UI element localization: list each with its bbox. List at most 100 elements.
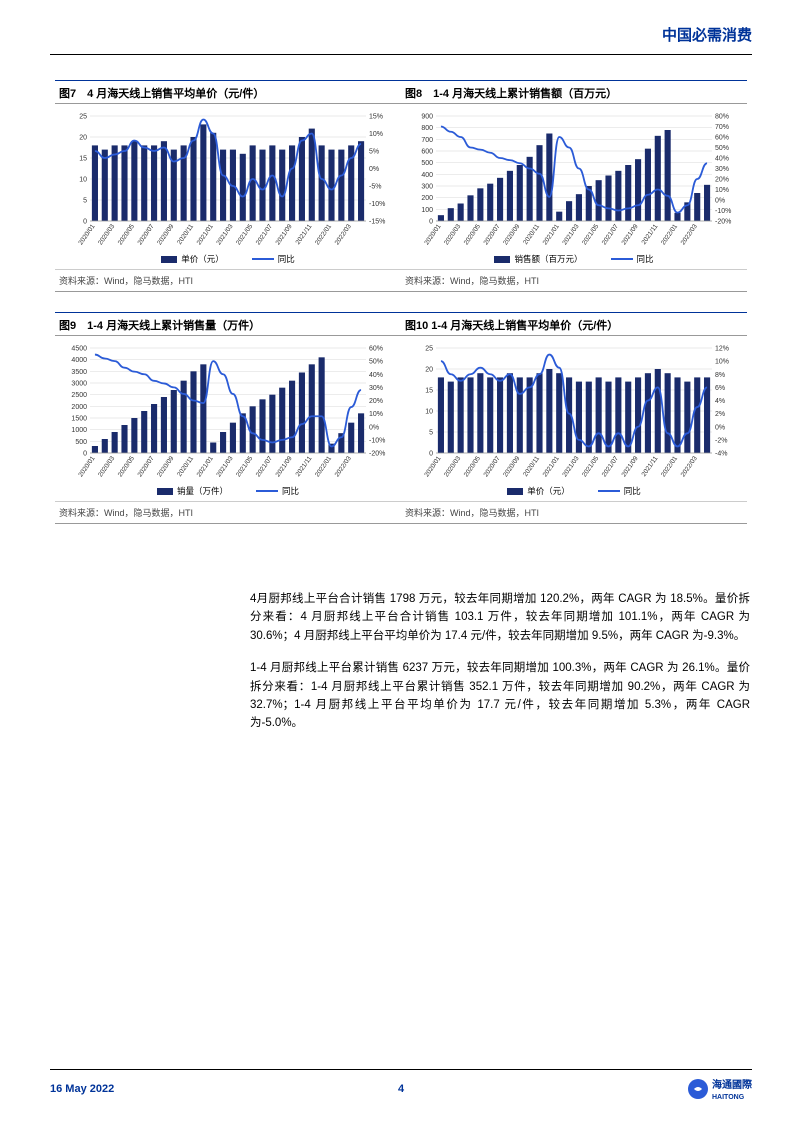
svg-text:25: 25 <box>425 346 433 353</box>
svg-text:20%: 20% <box>715 177 729 184</box>
svg-text:2020/03: 2020/03 <box>97 223 116 247</box>
header-rule <box>50 54 752 55</box>
svg-text:20: 20 <box>79 135 87 142</box>
svg-text:2020/03: 2020/03 <box>443 223 462 247</box>
line-swatch-icon <box>598 490 620 492</box>
legend-bar: 销量（万件） <box>157 485 228 497</box>
svg-text:2021/09: 2021/09 <box>274 455 293 479</box>
svg-text:2020/01: 2020/01 <box>77 223 96 247</box>
svg-text:2020/05: 2020/05 <box>117 223 136 247</box>
body-text: 4月厨邦线上平台合计销售 1798 万元，较去年同期增加 120.2%，两年 C… <box>250 590 750 747</box>
svg-text:2021/11: 2021/11 <box>294 223 313 246</box>
svg-text:600: 600 <box>421 149 433 156</box>
svg-text:2021/07: 2021/07 <box>601 455 620 479</box>
svg-text:2021/05: 2021/05 <box>581 223 600 247</box>
svg-text:-20%: -20% <box>369 451 385 458</box>
charts-grid: 图7 4 月海天线上销售平均单价（元/件） 0510152025-15%-10%… <box>55 80 747 524</box>
svg-text:5: 5 <box>83 198 87 205</box>
svg-text:-2%: -2% <box>715 437 727 444</box>
svg-text:500: 500 <box>75 439 87 446</box>
svg-text:50%: 50% <box>715 145 729 152</box>
footer-logo: 海通國際 HAITONG <box>688 1076 752 1102</box>
bar-swatch-icon <box>157 488 173 495</box>
legend-line: 同比 <box>598 485 641 497</box>
legend-bar-label: 单价（元） <box>527 485 570 497</box>
svg-text:4500: 4500 <box>71 346 87 353</box>
svg-text:10%: 10% <box>369 131 383 138</box>
svg-text:2022/01: 2022/01 <box>660 455 679 479</box>
svg-text:2020/03: 2020/03 <box>443 455 462 479</box>
svg-text:300: 300 <box>421 184 433 191</box>
svg-text:2020/05: 2020/05 <box>463 455 482 479</box>
svg-text:2000: 2000 <box>71 404 87 411</box>
svg-text:2020/07: 2020/07 <box>482 455 501 479</box>
svg-text:-10%: -10% <box>369 437 385 444</box>
svg-text:-10%: -10% <box>369 201 385 208</box>
svg-text:2%: 2% <box>715 411 725 418</box>
svg-text:100: 100 <box>421 207 433 214</box>
svg-text:2021/03: 2021/03 <box>561 223 580 247</box>
svg-text:15%: 15% <box>369 114 383 121</box>
svg-text:2022/03: 2022/03 <box>334 455 353 479</box>
chart-source: 资料来源：Wind，隐马数据，HTI <box>55 501 401 523</box>
svg-text:40%: 40% <box>715 156 729 163</box>
svg-text:2020/07: 2020/07 <box>136 455 155 479</box>
svg-text:2020/01: 2020/01 <box>423 223 442 247</box>
svg-text:2021/03: 2021/03 <box>215 455 234 479</box>
line-swatch-icon <box>611 258 633 260</box>
svg-text:900: 900 <box>421 114 433 121</box>
svg-text:6%: 6% <box>715 385 725 392</box>
svg-text:400: 400 <box>421 172 433 179</box>
page-header-title: 中国必需消费 <box>662 24 752 45</box>
svg-text:10%: 10% <box>369 411 383 418</box>
svg-text:5: 5 <box>429 430 433 437</box>
chart-svg: 0510152025-4%-2%0%2%4%6%8%10%12%2020/012… <box>405 340 743 485</box>
svg-text:2021/01: 2021/01 <box>542 455 561 479</box>
svg-text:1000: 1000 <box>71 427 87 434</box>
paragraph-1: 4月厨邦线上平台合计销售 1798 万元，较去年同期增加 120.2%，两年 C… <box>250 590 750 645</box>
svg-text:2021/05: 2021/05 <box>581 455 600 479</box>
svg-text:15: 15 <box>425 388 433 395</box>
chart-source: 资料来源：Wind，隐马数据，HTI <box>401 501 747 523</box>
footer-date: 16 May 2022 <box>50 1083 114 1095</box>
legend-line: 同比 <box>256 485 299 497</box>
svg-text:12%: 12% <box>715 346 729 353</box>
chart-svg: 050010001500200025003000350040004500-20%… <box>59 340 397 485</box>
svg-text:2021/07: 2021/07 <box>255 455 274 479</box>
svg-text:2020/11: 2020/11 <box>522 223 541 246</box>
page-footer: 16 May 2022 4 海通國際 HAITONG <box>50 1069 752 1102</box>
svg-text:10: 10 <box>425 409 433 416</box>
svg-text:200: 200 <box>421 195 433 202</box>
svg-text:40%: 40% <box>369 372 383 379</box>
svg-text:2020/11: 2020/11 <box>522 455 541 478</box>
svg-text:0%: 0% <box>715 424 725 431</box>
legend: 单价（元） 同比 <box>405 485 743 499</box>
chart-fig10: 图10 1-4 月海天线上销售平均单价（元/件） 0510152025-4%-2… <box>401 312 747 524</box>
svg-text:2021/11: 2021/11 <box>294 455 313 478</box>
chart-svg: 0100200300400500600700800900-20%-10%0%10… <box>405 108 743 253</box>
legend-line-label: 同比 <box>278 253 295 265</box>
svg-text:-4%: -4% <box>715 451 727 458</box>
legend: 销量（万件） 同比 <box>59 485 397 499</box>
footer-page: 4 <box>398 1083 404 1095</box>
svg-text:-20%: -20% <box>715 219 731 226</box>
chart-title: 图7 4 月海天线上销售平均单价（元/件） <box>55 81 401 104</box>
svg-text:15: 15 <box>79 156 87 163</box>
svg-text:2021/07: 2021/07 <box>601 223 620 247</box>
logo-cn: 海通國際 <box>712 1080 752 1091</box>
svg-text:4000: 4000 <box>71 357 87 364</box>
svg-text:-5%: -5% <box>369 184 381 191</box>
svg-text:2020/07: 2020/07 <box>482 223 501 247</box>
svg-text:-15%: -15% <box>369 219 385 226</box>
legend-line-label: 同比 <box>637 253 654 265</box>
svg-text:50%: 50% <box>369 359 383 366</box>
legend-line: 同比 <box>611 253 654 265</box>
chart-area: 0510152025-4%-2%0%2%4%6%8%10%12%2020/012… <box>401 336 747 501</box>
svg-text:2500: 2500 <box>71 392 87 399</box>
svg-text:2020/09: 2020/09 <box>156 223 175 247</box>
legend-bar-label: 销量（万件） <box>177 485 228 497</box>
svg-text:2021/11: 2021/11 <box>640 223 659 246</box>
chart-svg: 0510152025-15%-10%-5%0%5%10%15%2020/0120… <box>59 108 397 253</box>
svg-text:80%: 80% <box>715 114 729 121</box>
svg-text:2021/05: 2021/05 <box>235 223 254 247</box>
